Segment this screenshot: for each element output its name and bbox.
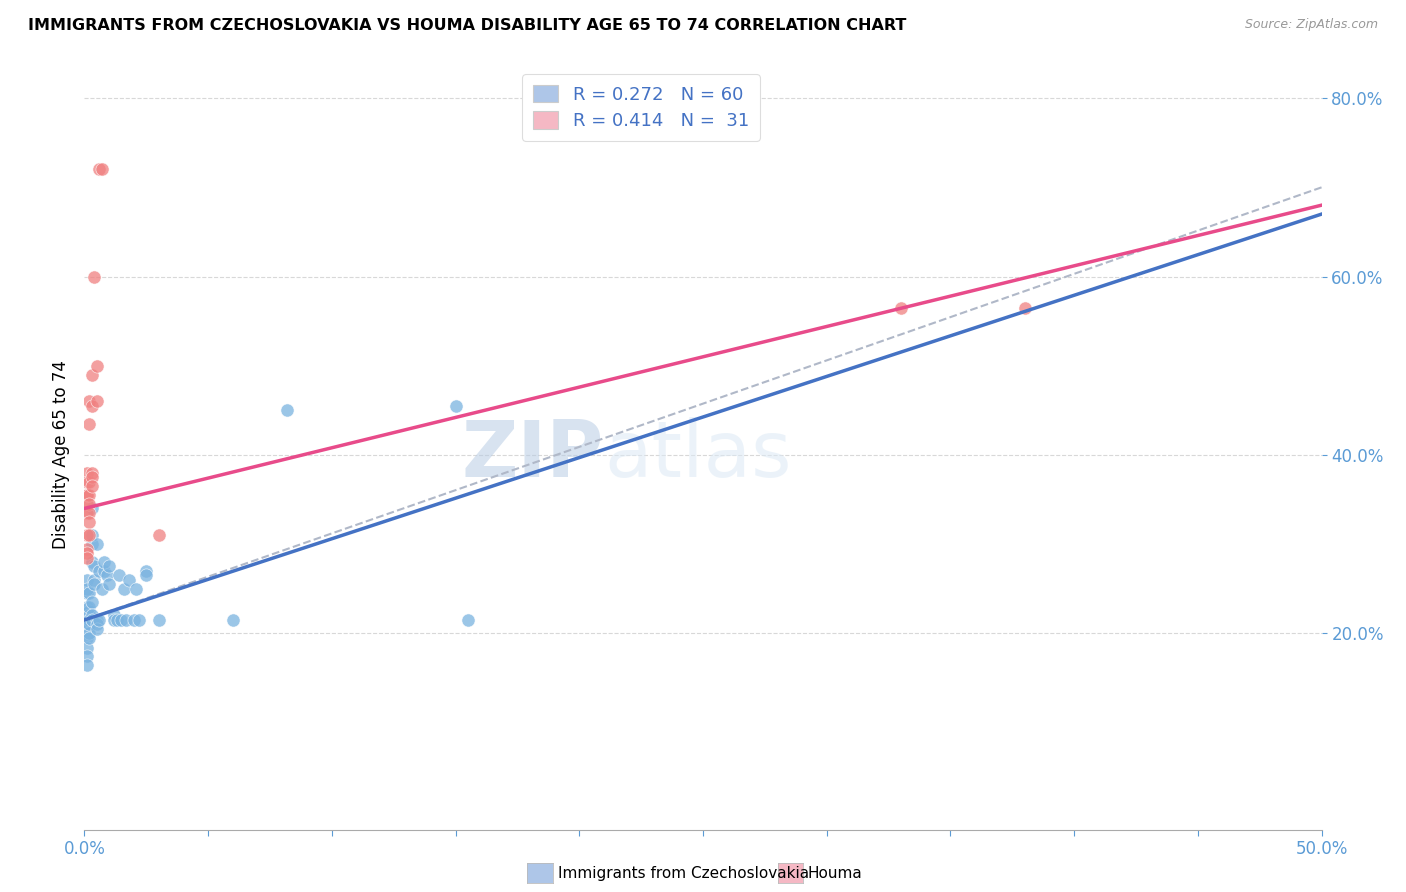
Point	[98, 559, 121, 574]
Point	[80, 537, 103, 551]
Point	[276, 403, 298, 417]
Point	[79, 497, 101, 511]
Point	[76, 641, 98, 656]
Text: Source: ZipAtlas.com: Source: ZipAtlas.com	[1244, 18, 1378, 31]
Text: Houma: Houma	[807, 866, 862, 880]
Point	[80, 608, 103, 623]
Point	[80, 399, 103, 413]
Point	[80, 613, 103, 627]
Point	[76, 573, 98, 587]
Point	[86, 394, 108, 409]
Point	[79, 515, 101, 529]
Point	[122, 613, 145, 627]
Point	[79, 475, 101, 489]
Point	[105, 613, 128, 627]
Point	[108, 568, 131, 582]
Point	[80, 501, 103, 516]
Point	[90, 162, 112, 177]
Point	[86, 613, 108, 627]
Point	[79, 586, 101, 600]
Point	[79, 631, 101, 645]
Legend: R = 0.272   N = 60, R = 0.414   N =  31: R = 0.272 N = 60, R = 0.414 N = 31	[522, 74, 761, 141]
Point	[76, 541, 98, 556]
Point	[79, 528, 101, 542]
Point	[135, 564, 157, 578]
Point	[79, 608, 101, 623]
Point	[79, 617, 101, 632]
Point	[83, 573, 105, 587]
Point	[76, 648, 98, 663]
Point	[76, 488, 98, 502]
Point	[76, 475, 98, 489]
Point	[76, 586, 98, 600]
Point	[86, 537, 108, 551]
Point	[76, 613, 98, 627]
Point	[76, 497, 98, 511]
Point	[79, 626, 101, 640]
Point	[98, 577, 121, 591]
Point	[79, 488, 101, 502]
Point	[118, 573, 141, 587]
Point	[1014, 301, 1036, 315]
Point	[222, 613, 245, 627]
Point	[93, 564, 115, 578]
Point	[79, 613, 101, 627]
Point	[80, 479, 103, 493]
Point	[112, 582, 135, 596]
Point	[890, 301, 912, 315]
Point	[76, 546, 98, 560]
Point	[125, 582, 148, 596]
Point	[93, 555, 115, 569]
Point	[128, 613, 150, 627]
Point	[86, 359, 108, 373]
Point	[76, 488, 98, 502]
Text: IMMIGRANTS FROM CZECHOSLOVAKIA VS HOUMA DISABILITY AGE 65 TO 74 CORRELATION CHAR: IMMIGRANTS FROM CZECHOSLOVAKIA VS HOUMA …	[28, 18, 907, 33]
Point	[83, 269, 105, 284]
Point	[80, 470, 103, 484]
Point	[79, 394, 101, 409]
Point	[80, 368, 103, 382]
Point	[135, 568, 157, 582]
Point	[90, 582, 112, 596]
Point	[457, 613, 479, 627]
Point	[79, 599, 101, 614]
Point	[76, 550, 98, 565]
Text: Immigrants from Czechoslovakia: Immigrants from Czechoslovakia	[558, 866, 810, 880]
Point	[76, 466, 98, 480]
Y-axis label: Disability Age 65 to 74: Disability Age 65 to 74	[52, 360, 70, 549]
Point	[79, 417, 101, 431]
Point	[80, 528, 103, 542]
Point	[76, 506, 98, 520]
Point	[83, 559, 105, 574]
Point	[76, 617, 98, 632]
Point	[103, 613, 125, 627]
Point	[148, 528, 170, 542]
Point	[83, 577, 105, 591]
Point	[115, 613, 138, 627]
Point	[79, 506, 101, 520]
Point	[80, 555, 103, 569]
Point	[89, 613, 111, 627]
Point	[76, 631, 98, 645]
Point	[76, 582, 98, 596]
Point	[110, 613, 132, 627]
Point	[76, 622, 98, 636]
Point	[444, 399, 467, 413]
Point	[76, 599, 98, 614]
Point	[80, 466, 103, 480]
Point	[89, 564, 111, 578]
Point	[86, 617, 108, 632]
Point	[96, 568, 118, 582]
Text: atlas: atlas	[605, 417, 792, 493]
Point	[80, 595, 103, 609]
Point	[148, 613, 170, 627]
Point	[76, 657, 98, 672]
Point	[86, 622, 108, 636]
Point	[76, 608, 98, 623]
Point	[103, 608, 125, 623]
Point	[89, 162, 111, 177]
Point	[76, 528, 98, 542]
Point	[79, 604, 101, 618]
Text: ZIP: ZIP	[461, 417, 605, 493]
